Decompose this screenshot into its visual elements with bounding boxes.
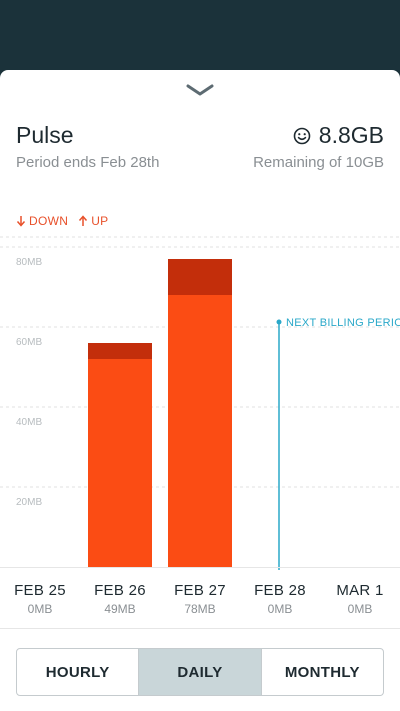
x-axis-item: FEB 25 0MB xyxy=(0,582,80,616)
chart-legend: DOWN UP xyxy=(16,214,108,228)
bar-up xyxy=(88,343,152,359)
data-label: 0MB xyxy=(267,602,293,616)
x-tick-label: FEB 27 xyxy=(174,582,226,599)
remaining-data: 8.8GB xyxy=(293,122,384,149)
data-label: 0MB xyxy=(347,602,373,616)
x-tick-label: FEB 28 xyxy=(254,582,306,599)
tab-daily[interactable]: DAILY xyxy=(138,649,261,695)
y-tick-label: 60MB xyxy=(16,337,42,348)
usage-chart: 20MB 40MB 60MB 80MB NEXT BILLING PERIOD xyxy=(0,236,400,570)
period-end-text: Period ends Feb 28th xyxy=(16,154,160,171)
billing-period-label: NEXT BILLING PERIOD xyxy=(286,317,400,329)
x-axis-item: FEB 27 78MB xyxy=(160,582,240,616)
legend-up: UP xyxy=(78,214,108,228)
data-label: 78MB xyxy=(184,602,216,616)
remaining-value: 8.8GB xyxy=(318,122,384,148)
arrow-up-icon xyxy=(79,215,88,226)
data-label: 49MB xyxy=(104,602,136,616)
x-tick-label: FEB 25 xyxy=(14,582,66,599)
data-label: 0MB xyxy=(27,602,53,616)
x-axis-item: FEB 28 0MB xyxy=(240,582,320,616)
arrow-down-icon xyxy=(16,216,26,227)
plan-name: Pulse xyxy=(16,122,74,148)
y-tick-label: 40MB xyxy=(16,417,42,428)
period-selector: HOURLY DAILY MONTHLY xyxy=(16,648,384,696)
x-tick-label: MAR 1 xyxy=(336,582,384,599)
y-tick-label: 80MB xyxy=(16,257,42,268)
tab-monthly[interactable]: MONTHLY xyxy=(260,649,383,695)
x-axis-item: MAR 1 0MB xyxy=(320,582,400,616)
billing-period-dot xyxy=(276,319,282,325)
usage-sheet: Pulse Period ends Feb 28th 8.8GB Remaini… xyxy=(0,70,400,711)
legend-up-label: UP xyxy=(91,214,109,228)
x-axis-row: FEB 25 0MB FEB 26 49MB FEB 27 78MB FEB 28 0MB MA… xyxy=(0,567,400,629)
x-tick-label: FEB 26 xyxy=(94,582,146,599)
x-axis-item: FEB 26 49MB xyxy=(80,582,160,616)
tab-hourly[interactable]: HOURLY xyxy=(45,663,110,681)
bar-down xyxy=(168,295,232,567)
remaining-label: Remaining of 10GB xyxy=(253,154,384,171)
top-header-bar xyxy=(0,0,400,70)
bar-down xyxy=(88,359,152,567)
y-tick-label: 20MB xyxy=(16,497,42,508)
smiley-icon xyxy=(293,127,311,144)
chevron-down-icon[interactable] xyxy=(184,80,216,100)
legend-down-label: DOWN xyxy=(29,214,69,228)
legend-down: DOWN xyxy=(16,214,68,228)
bar-up xyxy=(168,259,232,295)
